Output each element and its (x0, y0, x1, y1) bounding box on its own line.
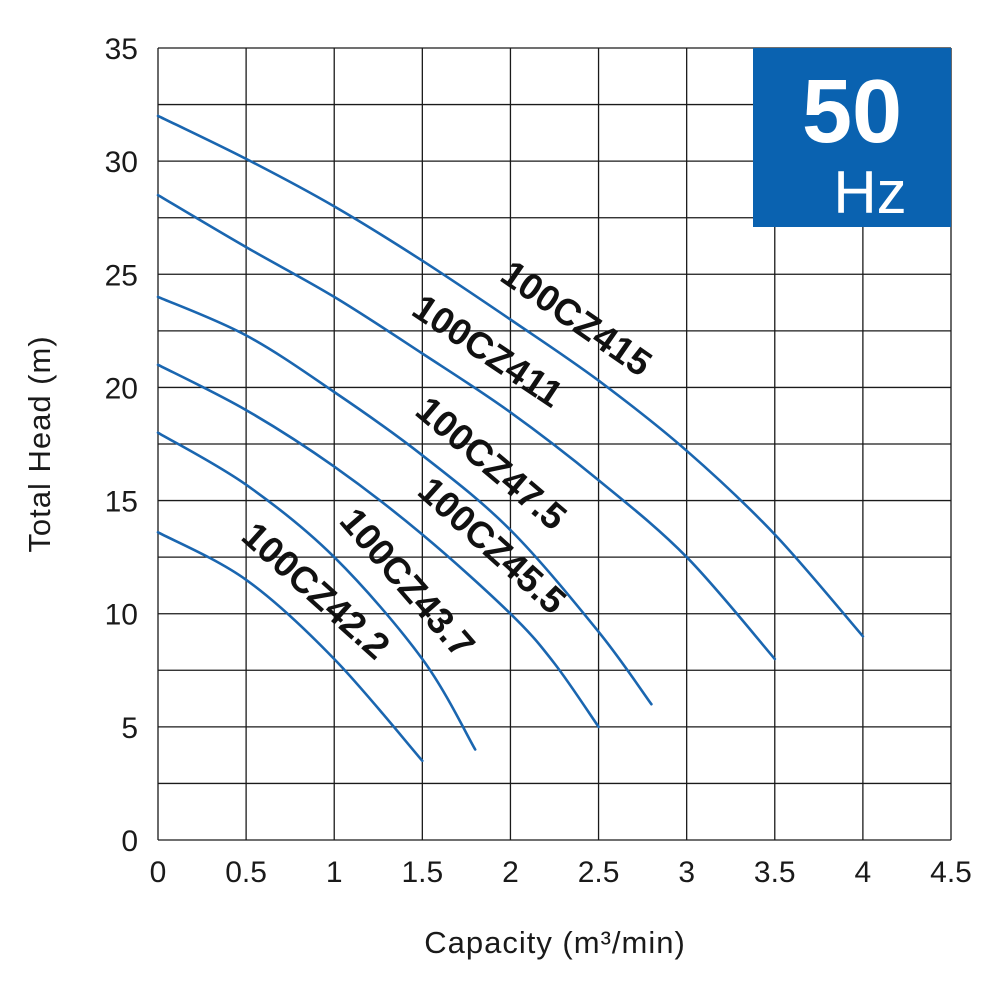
x-tick-label: 1 (326, 856, 343, 889)
y-tick-label: 20 (105, 372, 138, 405)
series-labels: 100CZ415100CZ411100CZ47.5100CZ45.5100CZ4… (234, 252, 659, 667)
x-tick-label: 2 (502, 856, 519, 889)
badge-value: 50 (802, 62, 902, 162)
x-tick-label: 4 (855, 856, 872, 889)
x-tick-label: 2.5 (578, 856, 620, 889)
y-tick-labels: 0 5 10 15 20 25 30 35 (105, 33, 138, 858)
x-tick-labels: 0 0.5 1 1.5 2 2.5 3 3.5 4 4.5 (150, 856, 972, 889)
x-tick-label: 4.5 (930, 856, 972, 889)
series-line-100cz411 (156, 193, 777, 661)
y-tick-label: 15 (105, 486, 138, 519)
x-tick-label: 3.5 (754, 856, 796, 889)
x-tick-label: 1.5 (401, 856, 443, 889)
badge-background (753, 48, 951, 227)
series-curves (156, 114, 865, 763)
y-tick-label: 10 (105, 599, 138, 632)
series-line-100cz43-7 (156, 431, 477, 751)
series-line-100cz47-5 (156, 295, 653, 706)
y-tick-label: 0 (121, 825, 138, 858)
x-tick-label: 3 (678, 856, 695, 889)
series-line-100cz415 (156, 114, 865, 638)
y-axis-title: Total Head (m) (22, 335, 57, 552)
x-axis-title: Capacity (m³/min) (424, 925, 686, 960)
y-tick-label: 25 (105, 259, 138, 292)
y-tick-label: 35 (105, 33, 138, 66)
y-tick-label: 5 (121, 712, 138, 745)
series-line-100cz45-5 (156, 363, 600, 729)
y-tick-label: 30 (105, 146, 138, 179)
x-tick-label: 0 (150, 856, 167, 889)
badge-unit: Hz (833, 159, 906, 226)
series-line-100cz42-2 (156, 531, 424, 763)
frequency-badge: 50 Hz (753, 48, 951, 227)
x-tick-label: 0.5 (225, 856, 267, 889)
